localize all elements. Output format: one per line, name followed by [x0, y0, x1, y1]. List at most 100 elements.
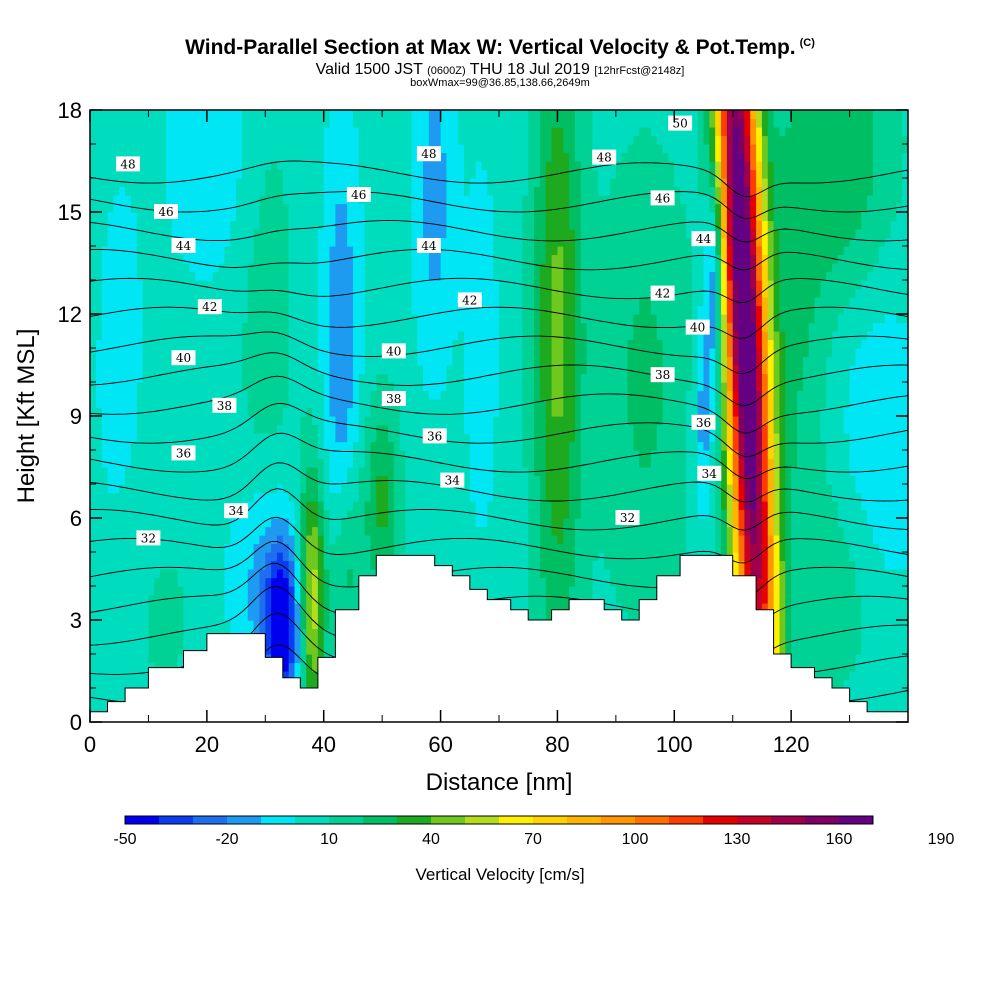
velocity-cell: [627, 560, 634, 570]
velocity-cell: [288, 560, 296, 570]
velocity-cell: [890, 594, 897, 604]
velocity-cell: [329, 594, 336, 604]
velocity-cell: [715, 424, 722, 434]
velocity-cell: [861, 594, 868, 604]
velocity-cell: [452, 441, 459, 451]
velocity-cell: [656, 501, 664, 511]
velocity-cell: [113, 662, 120, 672]
velocity-cell: [855, 424, 862, 434]
velocity-cell: [387, 475, 395, 485]
velocity-cell: [317, 509, 325, 519]
velocity-cell: [440, 560, 448, 570]
velocity-cell: [633, 441, 640, 451]
velocity-cell: [872, 569, 880, 579]
velocity-cell: [697, 509, 705, 519]
velocity-cell: [516, 501, 523, 511]
velocity-cell: [282, 450, 290, 460]
velocity-cell: [650, 458, 658, 468]
velocity-cell: [130, 458, 138, 468]
velocity-cell: [358, 492, 366, 502]
velocity-cell: [446, 450, 453, 460]
velocity-cell: [791, 560, 798, 570]
velocity-cell: [796, 569, 804, 579]
velocity-cell: [633, 424, 640, 434]
velocity-cell: [709, 450, 716, 460]
velocity-cell: [329, 526, 336, 536]
velocity-cell: [633, 484, 640, 494]
velocity-cell: [680, 467, 687, 477]
velocity-cell: [545, 450, 553, 460]
velocity-cell: [481, 475, 488, 485]
velocity-cell: [814, 552, 821, 562]
velocity-cell: [201, 637, 208, 647]
velocity-cell: [119, 611, 126, 621]
velocity-cell: [183, 509, 190, 519]
velocity-cell: [335, 603, 342, 613]
velocity-cell: [884, 526, 892, 536]
velocity-cell: [528, 441, 535, 451]
velocity-cell: [306, 586, 313, 596]
velocity-cell: [884, 603, 892, 613]
velocity-cell: [411, 518, 418, 528]
velocity-cell: [592, 594, 599, 604]
velocity-cell: [201, 416, 208, 426]
velocity-cell: [861, 424, 868, 434]
velocity-cell: [791, 569, 798, 579]
velocity-cell: [306, 569, 313, 579]
velocity-cell: [902, 662, 908, 672]
velocity-cell: [253, 560, 261, 570]
velocity-cell: [709, 535, 716, 545]
velocity-cell: [645, 569, 652, 579]
velocity-cell: [504, 535, 512, 545]
velocity-cell: [610, 543, 617, 553]
velocity-cell: [329, 645, 336, 655]
velocity-cell: [265, 492, 272, 502]
velocity-cell: [732, 543, 740, 553]
velocity-cell: [148, 645, 155, 655]
velocity-cell: [136, 475, 144, 485]
velocity-cell: [598, 586, 605, 596]
velocity-cell: [230, 577, 237, 587]
velocity-cell: [160, 501, 167, 511]
velocity-cell: [288, 552, 296, 562]
velocity-cell: [236, 450, 243, 460]
velocity-cell: [387, 526, 395, 536]
velocity-cell: [709, 484, 716, 494]
velocity-cell: [674, 458, 681, 468]
velocity-cell: [516, 603, 523, 613]
velocity-cell: [183, 543, 190, 553]
velocity-cell: [691, 543, 699, 553]
velocity-cell: [306, 475, 313, 485]
velocity-cell: [370, 501, 377, 511]
velocity-cell: [791, 594, 798, 604]
velocity-cell: [551, 594, 559, 604]
velocity-cell: [294, 543, 301, 553]
velocity-cell: [773, 552, 781, 562]
velocity-cell: [592, 577, 599, 587]
velocity-cell: [639, 458, 646, 468]
velocity-cell: [878, 637, 886, 647]
velocity-cell: [574, 518, 582, 528]
velocity-cell: [236, 467, 243, 477]
velocity-cell: [352, 603, 360, 613]
velocity-cell: [154, 433, 161, 443]
velocity-cell: [136, 620, 144, 630]
velocity-cell: [592, 433, 599, 443]
velocity-cell: [90, 671, 97, 681]
velocity-cell: [171, 535, 179, 545]
velocity-cell: [393, 467, 401, 477]
velocity-cell: [721, 518, 728, 528]
velocity-cell: [586, 441, 594, 451]
velocity-cell: [896, 637, 903, 647]
velocity-cell: [107, 543, 114, 553]
velocity-cell: [352, 450, 360, 460]
velocity-cell: [545, 577, 553, 587]
velocity-cell: [534, 611, 541, 621]
velocity-cell: [756, 475, 763, 485]
velocity-cell: [160, 535, 167, 545]
velocity-cell: [90, 679, 97, 689]
velocity-cell: [130, 620, 138, 630]
velocity-cell: [212, 518, 220, 528]
valid-time: Valid 1500 JST: [315, 61, 423, 78]
velocity-cell: [522, 441, 529, 451]
